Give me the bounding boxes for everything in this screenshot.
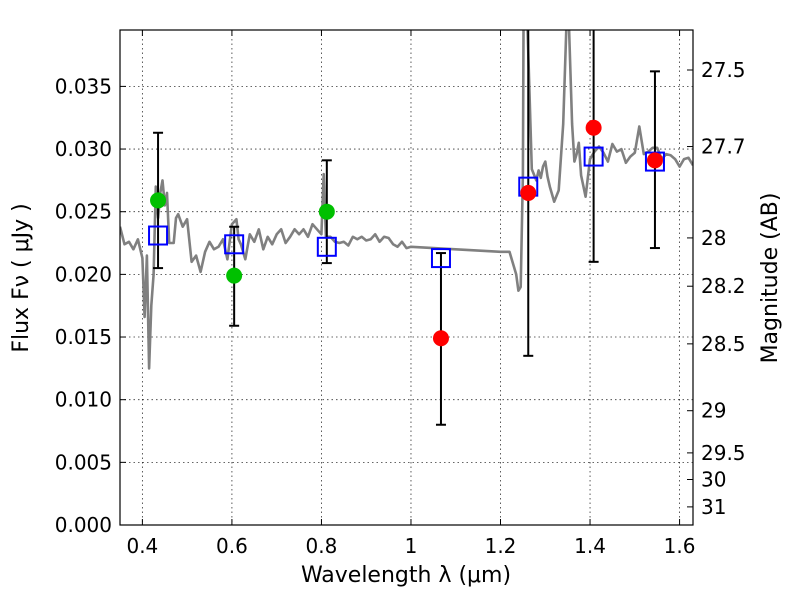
y-axis-label: Flux Fν ( μJy )	[9, 203, 34, 352]
right-tick-label: 28.2	[701, 274, 746, 298]
x-tick-label: 0.8	[306, 534, 338, 558]
right-tick-label: 30	[701, 468, 726, 492]
right-tick-label: 28	[701, 226, 726, 250]
plot-area	[120, 30, 693, 426]
y-tick-label: 0.020	[55, 262, 112, 286]
y-tick-label: 0.035	[55, 74, 112, 98]
y-tick-label: 0.000	[55, 513, 112, 537]
right-tick-label: 29.5	[701, 441, 746, 465]
grid-layer	[120, 30, 693, 526]
model-spectrum-line	[120, 30, 693, 370]
observed-point	[226, 267, 243, 284]
right-tick-label: 27.7	[701, 135, 746, 159]
x-tick-label: 1.6	[664, 534, 696, 558]
right-tick-label: 31	[701, 495, 726, 519]
y-tick-label: 0.030	[55, 137, 112, 161]
x-tick-label: 0.6	[216, 534, 248, 558]
observed-point	[585, 119, 602, 136]
y-tick-label: 0.010	[55, 388, 112, 412]
model-point-square	[430, 248, 451, 269]
observed-point	[318, 203, 335, 220]
model-point-square	[148, 225, 169, 246]
model-point-square	[583, 146, 604, 167]
right-tick-label: 28.5	[701, 332, 746, 356]
x-tick-label: 1	[405, 534, 418, 558]
right-tick-label: 29	[701, 399, 726, 423]
model-point-square	[224, 234, 245, 255]
y-tick-label: 0.005	[55, 450, 112, 474]
ticks-layer: 0.4 0.6 0.8 1 1.2 1.4 1.6 0.000 0.005 0.010 0.015 0…	[55, 30, 746, 558]
x-tick-label: 1.4	[574, 534, 606, 558]
model-point-square	[316, 236, 337, 257]
observed-point	[150, 192, 167, 209]
right-axis-label: Magnitude (AB)	[758, 193, 783, 364]
y-tick-label: 0.015	[55, 325, 112, 349]
plot-frame	[119, 29, 694, 526]
x-axis-label: Wavelength λ (μm)	[301, 563, 511, 588]
observed-point	[520, 184, 537, 201]
x-tick-label: 0.4	[126, 534, 158, 558]
y-tick-label: 0.025	[55, 200, 112, 224]
observed-point	[646, 152, 663, 169]
x-tick-label: 1.2	[485, 534, 517, 558]
observed-point	[432, 330, 449, 347]
right-tick-label: 27.5	[701, 58, 746, 82]
